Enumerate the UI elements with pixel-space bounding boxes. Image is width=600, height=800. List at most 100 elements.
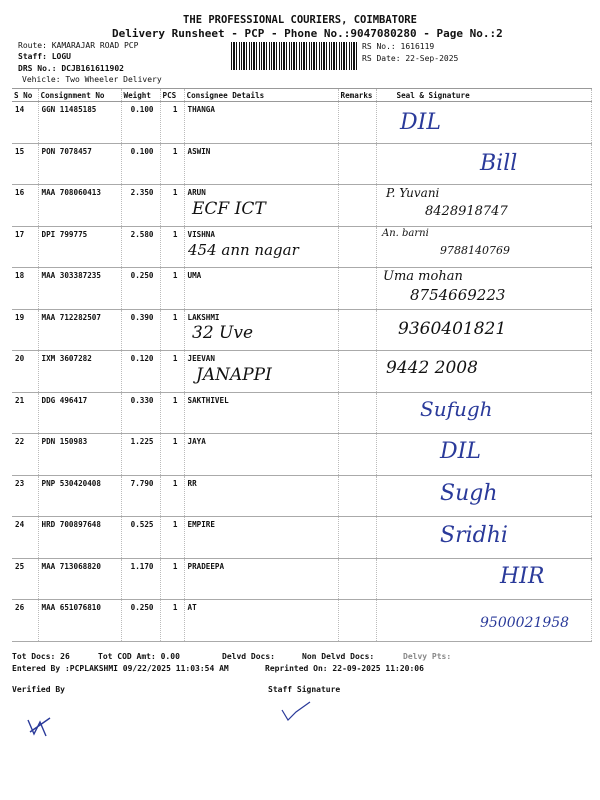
row-signature (376, 143, 592, 185)
row-consignment: HRD 700897648 (38, 516, 122, 559)
row-signature (376, 516, 592, 559)
row-consignee: ASWIN (184, 143, 339, 185)
col-remarks: Remarks (338, 88, 377, 102)
col-signature: Seal & Signature (376, 88, 592, 102)
row-pcs: 1 (160, 309, 185, 351)
row-sno: 25 (12, 558, 39, 600)
table-row: 16 MAA 708060413 2.350 1 ARUN (12, 184, 592, 227)
row-sno: 22 (12, 433, 39, 476)
row-consignment: GGN 11485185 (38, 101, 122, 144)
row-pcs: 1 (160, 267, 185, 310)
tot-docs: Tot Docs: 26 (12, 652, 70, 661)
row-sno: 17 (12, 226, 39, 268)
entered-by: Entered By :PCPLAKSHMI 09/22/2025 11:03:… (12, 664, 229, 673)
barcode (231, 42, 358, 70)
row-consignee: VISHNA (184, 226, 339, 268)
row-sno: 19 (12, 309, 39, 351)
row-remarks (338, 350, 377, 393)
row-remarks (338, 184, 377, 227)
handwritten-note: 32 Uve (192, 323, 254, 343)
row-remarks (338, 433, 377, 476)
staff: Staff: LOGU (18, 52, 71, 61)
row-consignment: MAA 303387235 (38, 267, 122, 310)
row-consignment: IXM 3607282 (38, 350, 122, 393)
row-consignee: THANGA (184, 101, 339, 144)
handwritten-phone: 9500021958 (480, 615, 570, 631)
row-sno: 15 (12, 143, 39, 185)
handwritten-signature: Bill (480, 151, 518, 176)
handwritten-signature: Sufugh (420, 397, 493, 421)
row-weight: 0.330 (121, 392, 161, 434)
row-consignment: DPI 799775 (38, 226, 122, 268)
handwritten-name: An. barni (382, 228, 429, 239)
row-sno: 20 (12, 350, 39, 393)
handwritten-signature: DIL (400, 110, 441, 135)
handwritten-phone: 8754669223 (410, 286, 506, 304)
row-consignee: AT (184, 599, 339, 642)
row-pcs: 1 (160, 475, 185, 517)
table-row: 20 IXM 3607282 0.120 1 JEEVAN (12, 350, 592, 393)
col-consignee: Consignee Details (184, 88, 339, 102)
row-consignee: SAKTHIVEL (184, 392, 339, 434)
reprinted-on: Reprinted On: 22-09-2025 11:20:06 (265, 664, 424, 673)
row-pcs: 1 (160, 599, 185, 642)
row-sno: 18 (12, 267, 39, 310)
row-remarks (338, 599, 377, 642)
rs-date: RS Date: 22-Sep-2025 (362, 54, 459, 63)
row-weight: 1.225 (121, 433, 161, 476)
row-consignment: MAA 651076810 (38, 599, 122, 642)
row-consignment: PDN 150983 (38, 433, 122, 476)
verified-by-label: Verified By (12, 685, 65, 694)
table-row: 25 MAA 713068820 1.170 1 PRADEEPA (12, 558, 592, 600)
handwritten-name: Uma mohan (383, 269, 463, 284)
row-weight: 0.250 (121, 599, 161, 642)
row-consignment: PON 7078457 (38, 143, 122, 185)
handwritten-signature: DIL (440, 439, 481, 464)
handwritten-signature: Sridhi (440, 523, 508, 548)
row-consignment: MAA 712282507 (38, 309, 122, 351)
staff-signature-label: Staff Signature (268, 685, 341, 694)
row-pcs: 1 (160, 226, 185, 268)
row-weight: 2.350 (121, 184, 161, 227)
col-consignment: Consignment No (38, 88, 122, 102)
row-sno: 14 (12, 101, 39, 144)
row-consignee: RR (184, 475, 339, 517)
row-signature (376, 101, 592, 144)
row-signature (376, 267, 592, 310)
delvy-pts: Delvy Pts: (403, 652, 452, 661)
row-signature (376, 558, 592, 600)
handwritten-signature: HIR (500, 564, 545, 589)
runsheet-title: Delivery Runsheet - PCP - Phone No.:9047… (112, 27, 503, 40)
table-header: S No Consignment No Weight PCS Consignee… (12, 88, 592, 102)
row-weight: 0.390 (121, 309, 161, 351)
row-pcs: 1 (160, 392, 185, 434)
row-consignee: LAKSHMI (184, 309, 339, 351)
row-weight: 7.790 (121, 475, 161, 517)
row-sno: 26 (12, 599, 39, 642)
table-row: 19 MAA 712282507 0.390 1 LAKSHMI (12, 309, 592, 351)
row-signature (376, 433, 592, 476)
row-signature (376, 309, 592, 351)
table-row: 14 GGN 11485185 0.100 1 THANGA (12, 101, 592, 144)
row-pcs: 1 (160, 433, 185, 476)
row-sno: 24 (12, 516, 39, 559)
handwritten-note: ECF ICT (192, 199, 266, 219)
non-delvd-docs: Non Delvd Docs: (302, 652, 375, 661)
vehicle: Vehicle: Two Wheeler Delivery (22, 75, 162, 84)
row-pcs: 1 (160, 516, 185, 559)
table-row: 18 MAA 303387235 0.250 1 UMA (12, 267, 592, 310)
handwritten-phone: 8428918747 (425, 204, 508, 219)
row-remarks (338, 143, 377, 185)
row-consignment: MAA 713068820 (38, 558, 122, 600)
row-signature (376, 350, 592, 393)
row-pcs: 1 (160, 143, 185, 185)
row-consignee: PRADEEPA (184, 558, 339, 600)
row-pcs: 1 (160, 558, 185, 600)
row-remarks (338, 475, 377, 517)
row-remarks (338, 558, 377, 600)
row-remarks (338, 309, 377, 351)
handwritten-phone: 9442 2008 (386, 358, 478, 378)
row-weight: 0.100 (121, 101, 161, 144)
handwritten-note: JANAPPI (196, 365, 272, 385)
table-row: 22 PDN 150983 1.225 1 JAYA (12, 433, 592, 476)
